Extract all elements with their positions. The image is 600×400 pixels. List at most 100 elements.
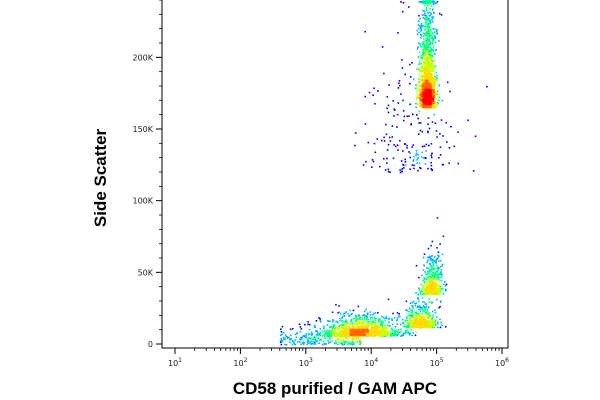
- data-point: [436, 273, 438, 276]
- data-point: [357, 323, 359, 325]
- data-point: [429, 72, 431, 75]
- data-point: [420, 90, 422, 93]
- data-point: [426, 83, 428, 85]
- data-point: [422, 93, 425, 95]
- data-point: [432, 3, 435, 6]
- data-point: [377, 90, 379, 92]
- data-point: [315, 330, 317, 333]
- data-point: [417, 95, 419, 97]
- data-point: [422, 61, 425, 64]
- data-point: [410, 311, 413, 314]
- data-point: [414, 304, 416, 307]
- data-point: [417, 169, 419, 172]
- data-point: [427, 89, 429, 92]
- data-point: [378, 318, 380, 320]
- data-point: [424, 291, 426, 293]
- data-point: [428, 38, 430, 41]
- data-point: [425, 150, 427, 152]
- data-point: [405, 331, 408, 333]
- data-point: [415, 154, 417, 156]
- data-point: [289, 338, 292, 341]
- data-point: [383, 136, 385, 139]
- data-point: [405, 317, 408, 320]
- data-point: [351, 340, 354, 342]
- data-point: [345, 322, 347, 324]
- data-point: [428, 58, 431, 61]
- data-point: [427, 326, 429, 329]
- data-point: [384, 331, 387, 333]
- data-point: [431, 240, 434, 243]
- data-point: [406, 319, 408, 322]
- data-point: [331, 340, 333, 342]
- data-point: [344, 342, 347, 345]
- data-point: [380, 333, 382, 335]
- data-point: [360, 327, 363, 329]
- data-point: [361, 322, 364, 325]
- data-point: [405, 316, 408, 318]
- data-point: [423, 65, 425, 68]
- data-point: [425, 6, 428, 9]
- data-point: [427, 275, 430, 278]
- data-point: [433, 293, 435, 295]
- data-point: [404, 309, 407, 311]
- data-point: [369, 311, 372, 313]
- data-point: [336, 336, 339, 339]
- data-point: [429, 91, 431, 94]
- data-point: [426, 70, 428, 73]
- data-point: [374, 312, 377, 314]
- data-point: [377, 325, 379, 328]
- data-point: [423, 278, 426, 281]
- data-point: [421, 105, 424, 107]
- data-point: [375, 329, 377, 332]
- data-point: [448, 147, 451, 149]
- data-point: [438, 84, 441, 86]
- data-point: [342, 325, 344, 328]
- data-point: [420, 96, 422, 98]
- data-point: [420, 316, 422, 318]
- data-point: [376, 328, 378, 331]
- data-point: [342, 334, 345, 337]
- data-point: [392, 157, 395, 160]
- data-point: [348, 329, 351, 331]
- data-point: [387, 143, 390, 146]
- data-point: [428, 320, 430, 322]
- data-point: [436, 101, 439, 104]
- data-point: [425, 323, 428, 326]
- data-point: [431, 41, 433, 44]
- data-point: [414, 334, 417, 337]
- data-point: [358, 314, 360, 316]
- data-point: [414, 312, 417, 314]
- data-point: [427, 31, 429, 34]
- data-point: [419, 86, 422, 88]
- data-point: [435, 49, 437, 51]
- data-point: [437, 323, 439, 325]
- data-point: [400, 160, 403, 162]
- data-point: [418, 110, 421, 113]
- data-point: [420, 167, 422, 170]
- data-point: [432, 1, 434, 4]
- data-point: [329, 341, 331, 344]
- data-point: [428, 144, 430, 147]
- data-point: [409, 319, 412, 322]
- data-point: [420, 75, 423, 77]
- data-point: [328, 334, 331, 336]
- data-point: [423, 265, 426, 267]
- data-point: [434, 321, 436, 323]
- data-point: [435, 91, 437, 93]
- data-point: [393, 108, 395, 110]
- data-point: [306, 339, 309, 341]
- data-point: [408, 6, 410, 8]
- data-point: [430, 68, 433, 71]
- data-point: [444, 281, 446, 283]
- data-point: [372, 330, 375, 332]
- data-point: [374, 319, 377, 322]
- data-point: [429, 34, 431, 37]
- data-point: [435, 130, 438, 132]
- data-point: [414, 87, 417, 90]
- data-point: [291, 343, 294, 346]
- data-point: [430, 13, 432, 16]
- data-point: [379, 318, 381, 320]
- data-point: [281, 325, 284, 328]
- data-point: [384, 319, 386, 322]
- data-point: [423, 45, 425, 47]
